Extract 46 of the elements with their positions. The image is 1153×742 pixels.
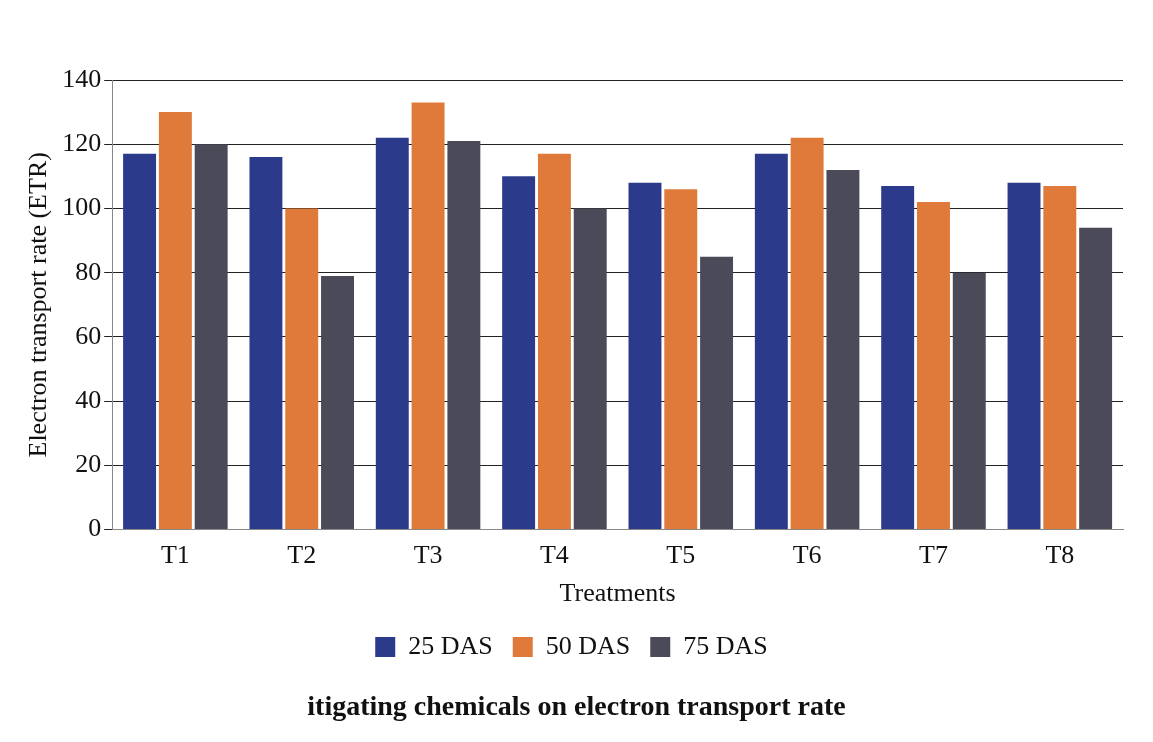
y-tick-label: 60 xyxy=(75,320,102,350)
x-tick-label: T3 xyxy=(413,540,443,570)
bar xyxy=(952,272,986,530)
bar xyxy=(537,153,571,530)
bar xyxy=(321,275,354,530)
x-tick-label: T7 xyxy=(919,540,948,570)
legend-label: 50 DAS xyxy=(545,630,631,660)
legend-label: 25 DAS xyxy=(408,630,493,660)
x-tick-label: T2 xyxy=(287,540,317,570)
legend-label: 75 DAS xyxy=(683,630,768,660)
bar xyxy=(917,202,950,530)
bar xyxy=(1043,185,1077,530)
bar xyxy=(881,185,915,530)
x-tick-label: T8 xyxy=(1045,540,1075,570)
bar xyxy=(700,256,734,530)
x-tick-label: T1 xyxy=(160,540,190,570)
y-tick-label: 0 xyxy=(88,513,102,543)
y-tick-label: 80 xyxy=(75,256,102,286)
x-tick-label: T6 xyxy=(792,540,822,570)
bar xyxy=(1007,182,1041,530)
bar xyxy=(249,157,283,530)
bar xyxy=(375,137,409,530)
y-axis-title: Electron transport rate (ETR) xyxy=(23,152,53,458)
y-tick-label: 20 xyxy=(75,449,102,479)
x-tick-label: T5 xyxy=(666,540,696,570)
bar xyxy=(664,189,698,530)
y-tick-label: 140 xyxy=(62,63,102,93)
bar xyxy=(447,141,481,530)
bar xyxy=(194,144,228,530)
bar xyxy=(573,208,607,530)
x-axis-title: Treatments xyxy=(559,578,676,608)
text: itigating chemicals on electron transport rate xyxy=(306,690,847,722)
y-tick-label: 40 xyxy=(75,384,102,414)
bar xyxy=(123,153,157,530)
bar xyxy=(1079,227,1113,530)
bar xyxy=(411,102,445,530)
y-tick-label: 100 xyxy=(62,192,102,222)
bar xyxy=(826,169,860,530)
bar xyxy=(158,112,192,530)
bar xyxy=(790,137,824,530)
bar xyxy=(628,182,662,530)
bar xyxy=(754,153,788,530)
bar xyxy=(285,208,319,530)
x-tick-label: T4 xyxy=(539,540,569,570)
bar xyxy=(502,176,536,530)
y-tick-label: 120 xyxy=(62,128,102,158)
